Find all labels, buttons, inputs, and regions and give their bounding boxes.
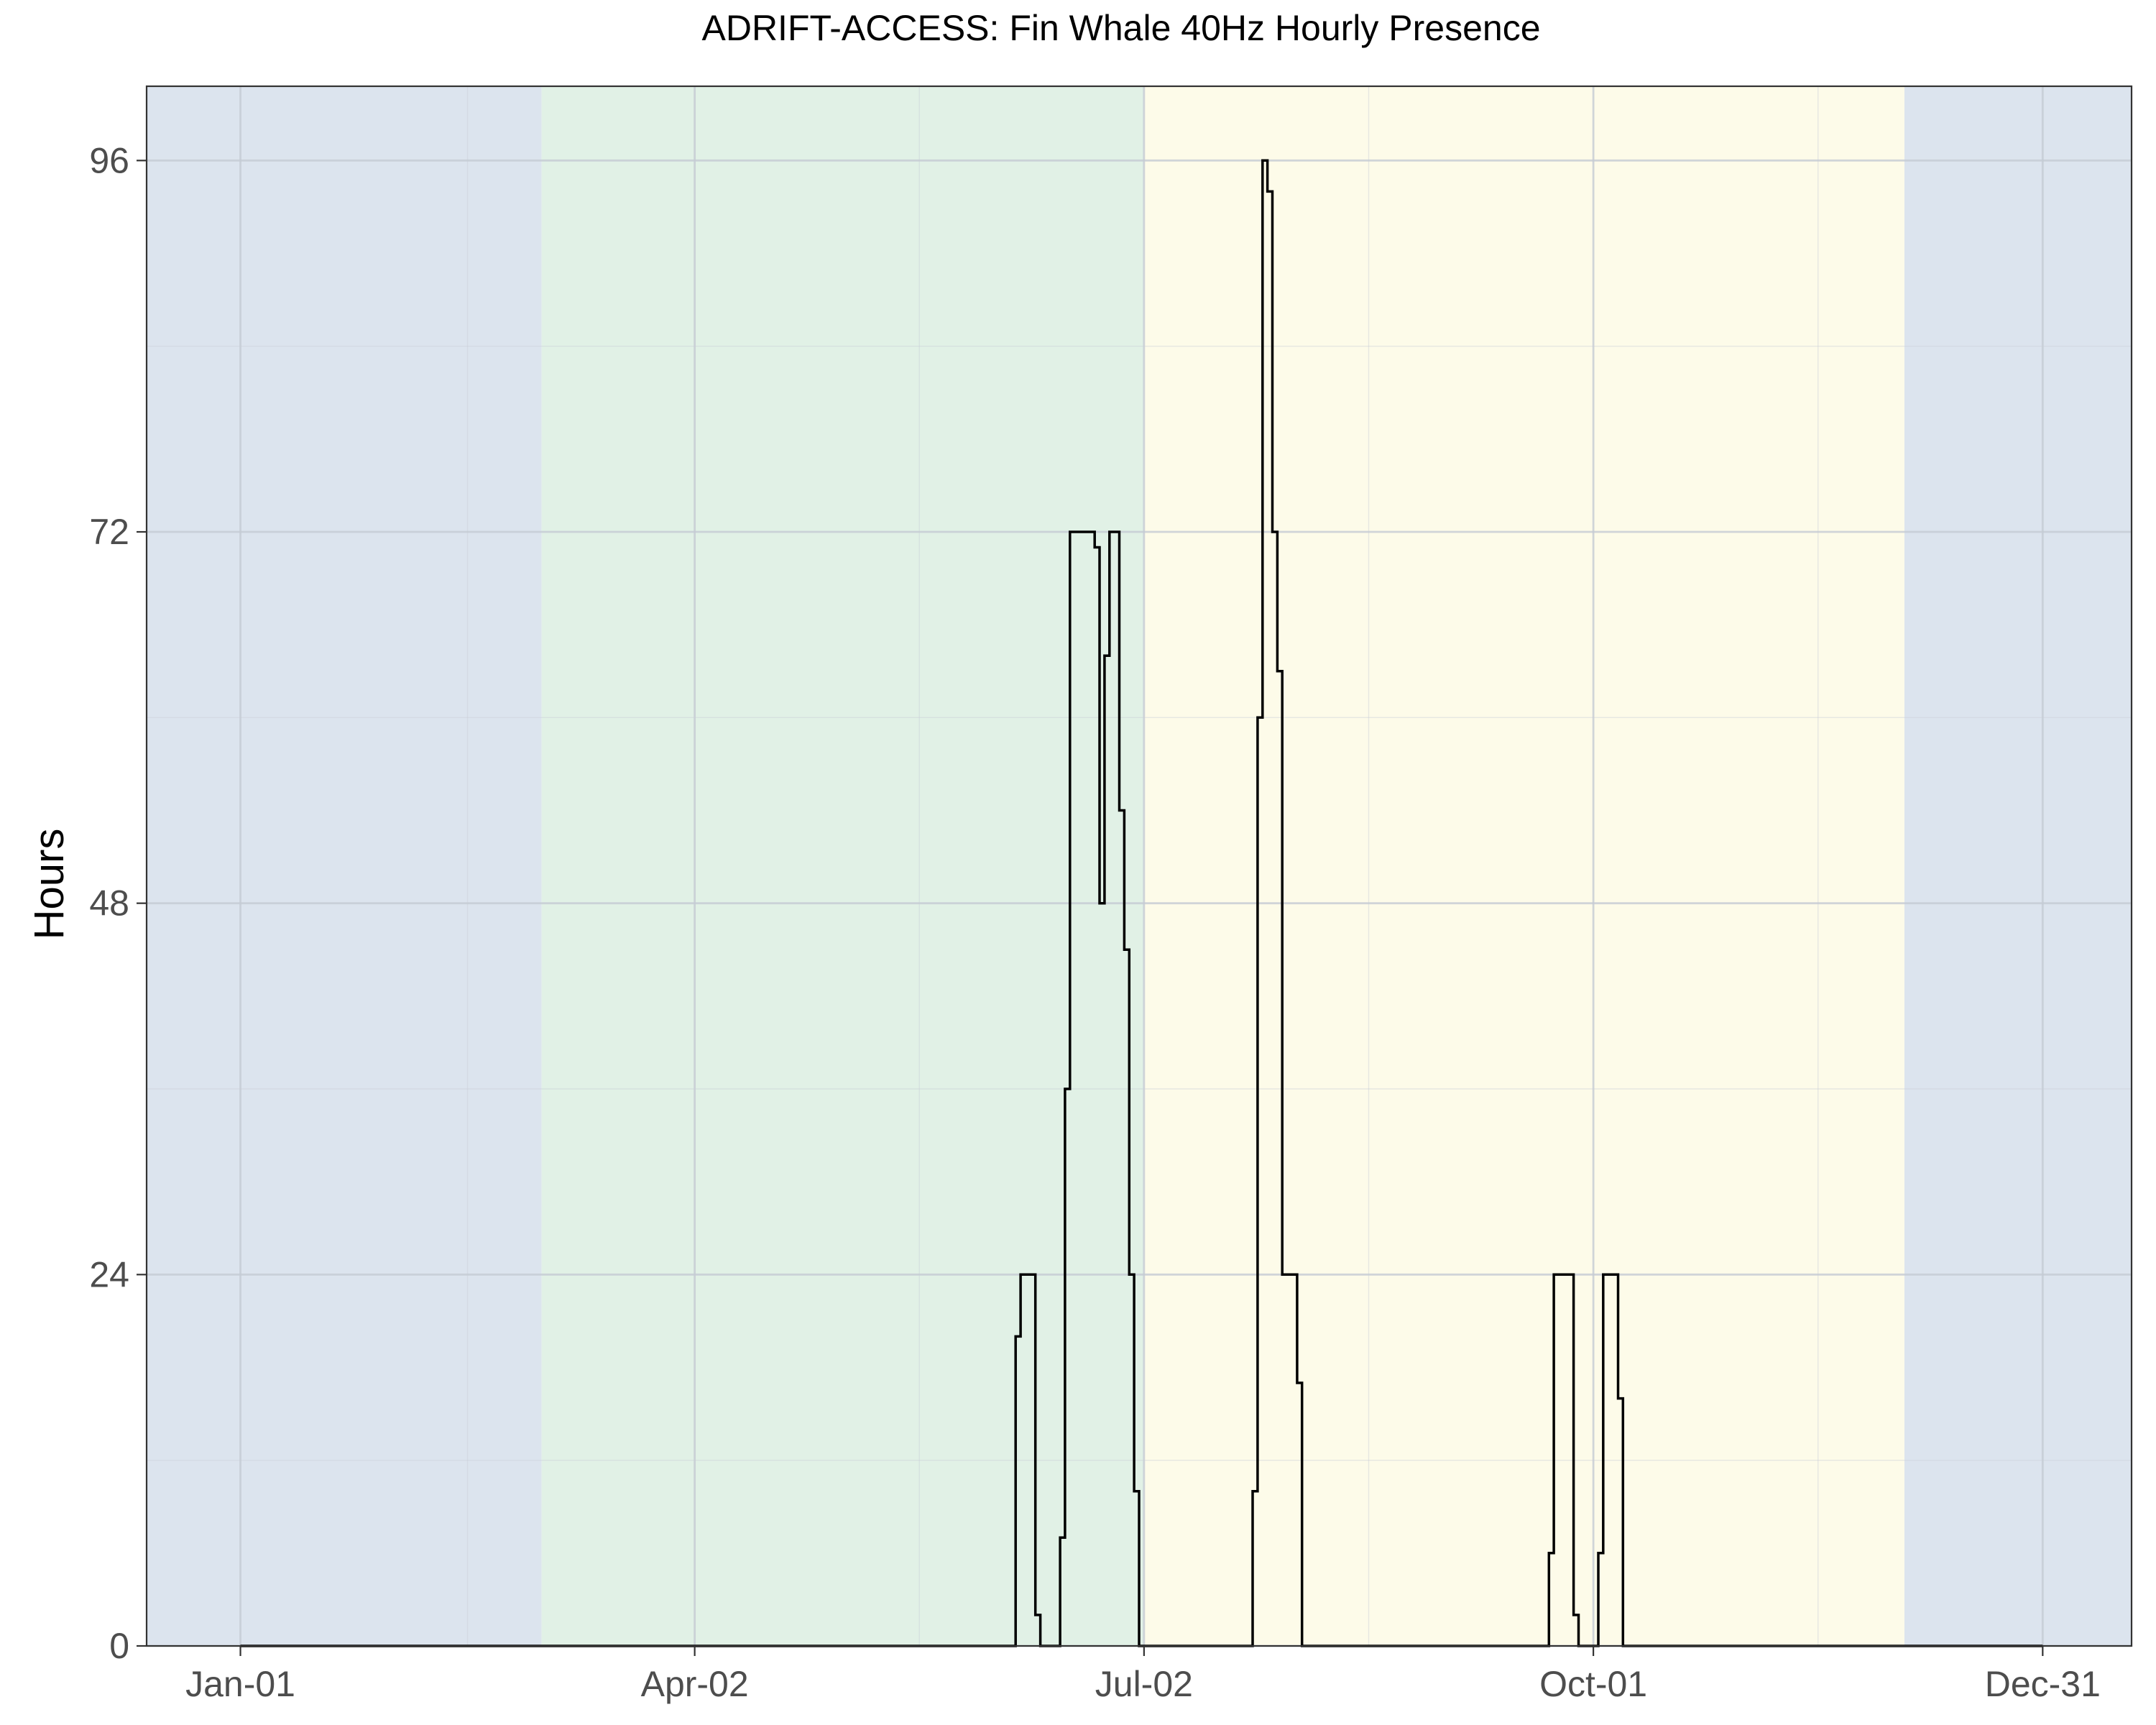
y-tick-label: 96 [89,140,129,180]
chart-title: ADRIFT-ACCESS: Fin Whale 40Hz Hourly Pre… [701,8,1540,48]
y-tick-label: 24 [89,1254,129,1294]
x-tick-label: Apr-02 [641,1664,749,1704]
y-tick-label: 48 [89,883,129,924]
x-tick-label: Jan-01 [185,1664,295,1704]
season-band-2 [541,86,1144,1646]
plot-frame [145,85,2133,1647]
season-band-3 [1143,86,1904,1646]
x-tick-label: Oct-01 [1539,1664,1647,1704]
x-tick-label: Jul-02 [1095,1664,1193,1704]
y-tick-label: 72 [89,512,129,552]
y-tick-label: 0 [109,1626,129,1666]
x-tick-label: Dec-31 [1985,1664,2101,1704]
y-axis-title: Hours [26,829,73,940]
season-band-1 [147,86,542,1646]
season-band-4 [1904,86,2132,1646]
